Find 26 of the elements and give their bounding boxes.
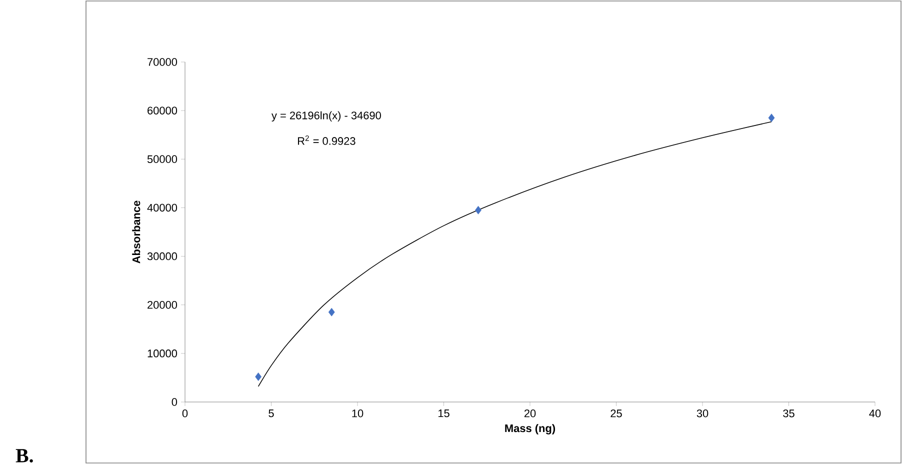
y-tick-label: 30000 [147,252,178,260]
y-tick-label: 70000 [148,58,178,66]
x-tick-label: 35 [783,410,794,418]
y-tick-label: 10000 [148,350,178,358]
x-tick-label: 40 [869,410,881,418]
x-tick-label: 0 [182,410,188,418]
x-tick-label: 5 [268,410,274,418]
y-tick-label: 20000 [148,300,178,309]
x-tick-label: 25 [610,410,622,418]
x-axis-title: Mass (ng) [505,424,556,434]
y-axis-title: Absorbance [132,200,140,264]
x-tick-label: 20 [524,410,536,418]
y-tick-label: 60000 [148,106,178,114]
x-tick-label: 30 [696,410,708,418]
y-tick-label: 40000 [147,204,178,212]
x-tick-label: 15 [438,410,450,418]
point [768,114,775,122]
point [255,372,262,381]
point [475,206,482,214]
x-tick-label: 10 [352,410,364,418]
point [328,308,335,316]
y-tick-label: 0 [172,398,178,406]
annotation: R$^{2}$ = 0.9923 [298,135,356,145]
y-tick-label: 50000 [147,155,178,164]
annotation: y = 26196ln(x) - 34690 [272,111,381,122]
text: B. [16,449,33,462]
